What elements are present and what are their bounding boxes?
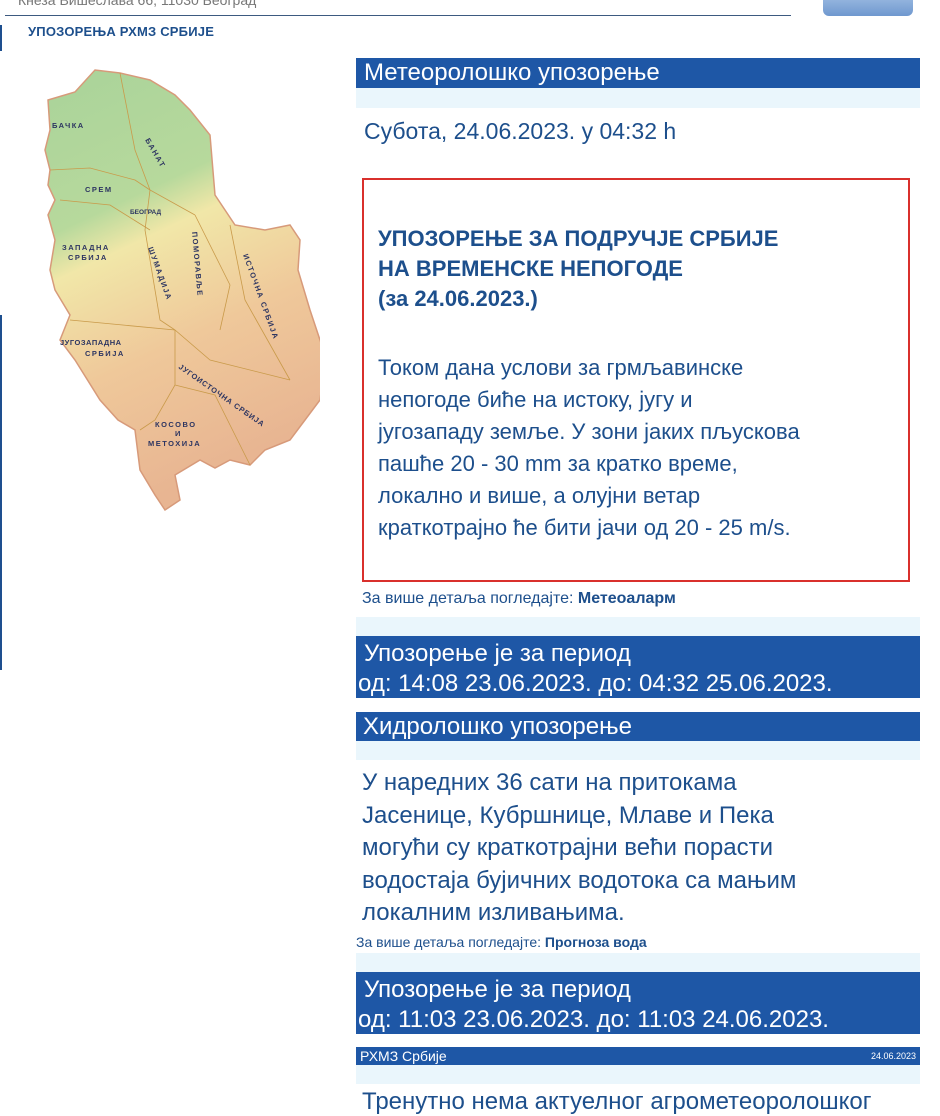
hydro-heading: Хидролошко упозорење: [356, 712, 920, 741]
map-label-srbija: СРБИЈА: [68, 253, 108, 262]
agro-date: 24.06.2023: [870, 1051, 916, 1061]
map-label-jugozapadna: ЈУГОЗАПАДНА: [60, 338, 122, 347]
prognoza-voda-link[interactable]: Прогноза вода: [544, 934, 647, 950]
hydro-more-details: За више детаља погледајте: Прогноза вода: [356, 934, 647, 950]
region-borders: [49, 72, 291, 466]
hydro-body: У наредних 36 сати на притокама Јасенице…: [362, 769, 797, 926]
agro-body: Тренутно нема актуелног агрометеоролошко…: [362, 1088, 872, 1115]
map-label-srbija-2: СРБИЈА: [85, 349, 125, 358]
left-accent-bar: [0, 25, 2, 51]
map-label-srem: СРЕМ: [85, 185, 113, 194]
map-label-i: И: [175, 429, 182, 438]
alert-box: УПОЗОРЕЊЕ ЗА ПОДРУЧЈЕ СРБИЈЕ НА ВРЕМЕНСК…: [362, 178, 910, 582]
strip: [356, 1065, 920, 1084]
address: Кнеза Вишеслава 66, 11030 Београд: [18, 0, 257, 8]
left-accent-bar: [0, 315, 2, 670]
header-divider: [5, 15, 791, 16]
meteo-more-details: За више детаља погледајте: Метеоаларм: [362, 590, 676, 607]
agro-header: РХМЗ Србије 24.06.2023: [356, 1047, 920, 1065]
map-label-kosovo: КОСОВО: [155, 420, 197, 429]
map-label-zapadna: ЗАПАДНА: [62, 243, 110, 252]
alert-body: Током дана услови за грмљавинске непогод…: [378, 355, 800, 540]
strip: [356, 88, 920, 108]
meteo-date: Субота, 24.06.2023. у 04:32 h: [364, 118, 677, 144]
strip: [356, 953, 920, 972]
meteo-heading: Метеоролошко упозорење: [356, 58, 920, 88]
rhmz-logo[interactable]: [823, 0, 913, 16]
map-label-backa: БАЧКА: [52, 121, 85, 130]
meteoalarm-link[interactable]: Метеоаларм: [577, 590, 676, 607]
map-label-metohija: МЕТОХИЈА: [148, 439, 201, 448]
strip: [356, 617, 920, 636]
alert-title: УПОЗОРЕЊЕ ЗА ПОДРУЧЈЕ СРБИЈЕ НА ВРЕМЕНСК…: [378, 226, 779, 311]
map-label-beograd: БЕОГРАД: [130, 209, 161, 216]
agro-source: РХМЗ Србије: [360, 1048, 447, 1064]
section-title: УПОЗОРЕЊА РХМЗ СРБИЈЕ: [28, 24, 215, 39]
serbia-regions-map[interactable]: БАЧКА БАНАТ СРЕМ БЕОГРАД ЗАПАДНА СРБИЈА …: [20, 55, 320, 525]
hydro-period-bar: Упозорење је за период од: 11:03 23.06.2…: [356, 972, 920, 1034]
map-outline: [44, 69, 320, 512]
meteo-period-bar: Упозорење је за период од: 14:08 23.06.2…: [356, 636, 920, 698]
strip: [356, 741, 920, 760]
